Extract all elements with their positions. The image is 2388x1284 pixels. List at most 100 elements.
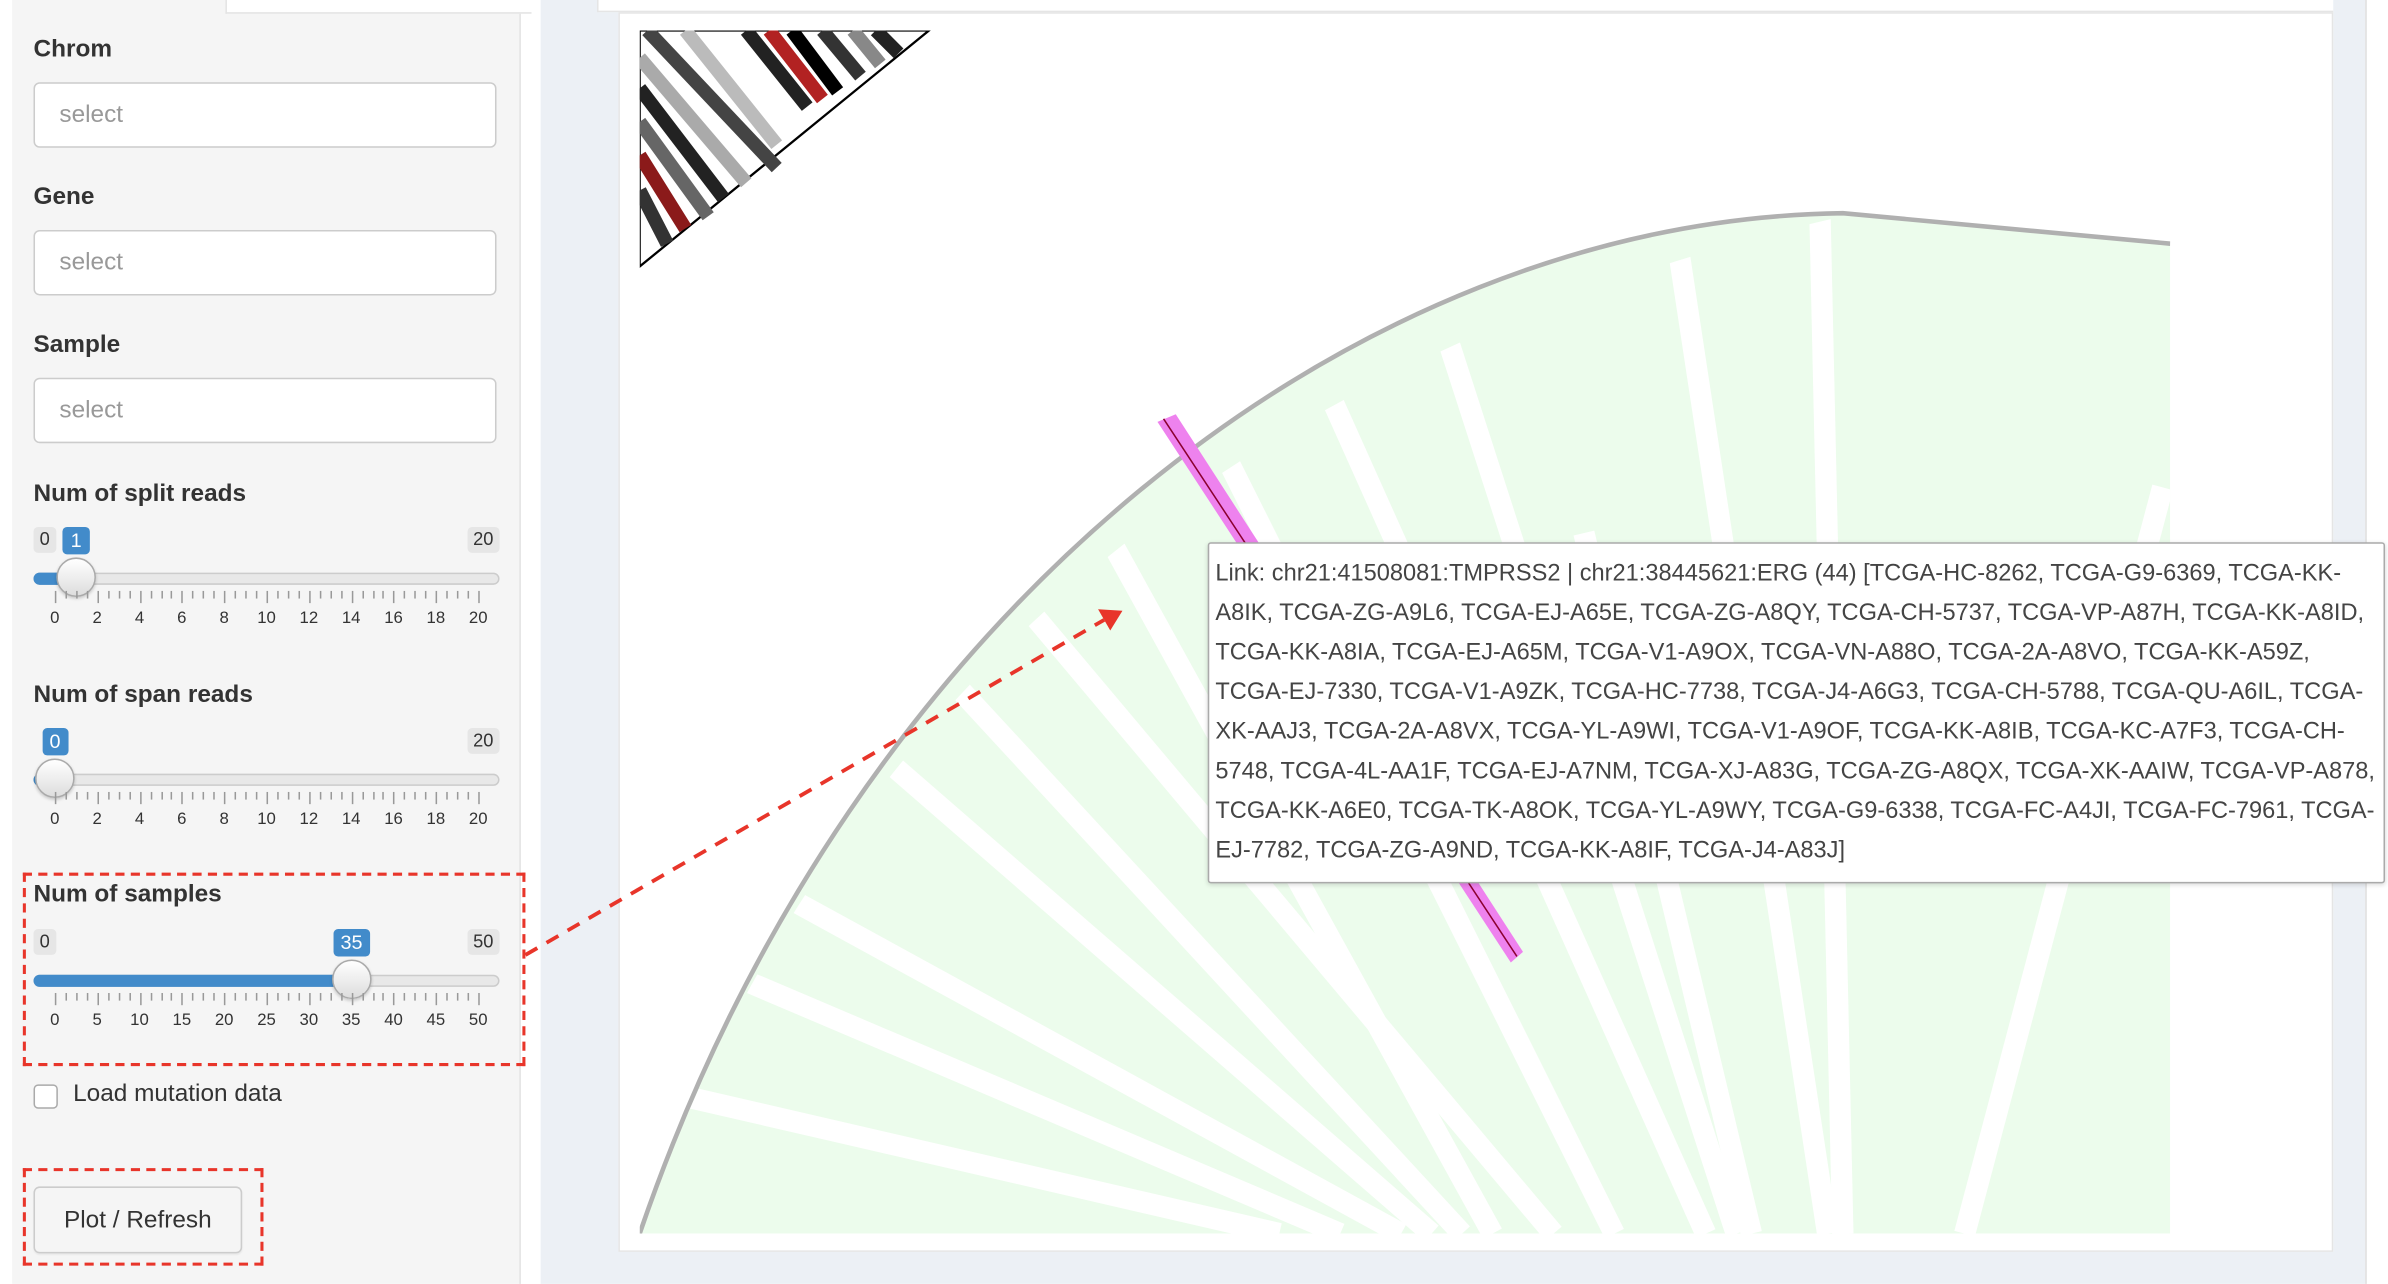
sidebar-tab-edge <box>225 0 532 14</box>
slider-tick-label: 20 <box>214 1011 234 1030</box>
slider-tick <box>319 992 321 1001</box>
slider-value: 1 <box>63 526 90 555</box>
main-tab-edge <box>597 0 2334 13</box>
slider-tick-label: 5 <box>92 1011 102 1030</box>
slider-tick <box>181 791 184 805</box>
slider-tick-label: 50 <box>468 1011 488 1030</box>
slider-tick <box>54 791 57 805</box>
slider-value: 35 <box>332 929 371 957</box>
slider-tick-label: 0 <box>50 609 60 628</box>
gene-select[interactable]: select <box>33 229 497 296</box>
slider-tick <box>192 791 194 800</box>
slider-tick <box>414 791 417 800</box>
slider-handle[interactable] <box>331 959 371 1000</box>
span-reads-slider[interactable]: 0 20 0 2 4 6 8 10 12 14 16 18 20 <box>33 727 500 835</box>
slider-tick-label: 12 <box>299 609 319 628</box>
slider-tick <box>414 590 417 599</box>
slider-tick <box>97 992 99 1006</box>
slider-tick <box>372 791 374 800</box>
annotation-arrow <box>524 609 1123 957</box>
slider-tick <box>97 590 99 604</box>
slider-tick <box>351 590 353 604</box>
slider-tick <box>139 992 142 1006</box>
slider-tick <box>382 590 385 599</box>
slider-track[interactable] <box>33 773 500 786</box>
slider-handle[interactable] <box>35 758 75 799</box>
sidebar <box>12 0 532 1284</box>
slider-tick <box>435 590 438 604</box>
slider-tick <box>203 992 205 1001</box>
num-samples-label: Num of samples <box>33 881 222 908</box>
slider-tick-label: 35 <box>341 1011 361 1030</box>
slider-tick <box>224 992 226 1006</box>
slider-tick-label: 0 <box>50 1011 60 1030</box>
num-samples-slider[interactable]: 0 35 50 0 5 10 15 20 25 30 35 40 45 50 <box>33 929 500 1036</box>
plot-refresh-button[interactable]: Plot / Refresh <box>33 1186 243 1254</box>
slider-max: 20 <box>467 727 500 754</box>
slider-tick <box>75 992 78 1001</box>
slider-tick <box>298 992 300 1001</box>
slider-tick <box>255 791 258 800</box>
slider-tick <box>107 590 110 599</box>
slider-ticks: 0 5 10 15 20 25 30 35 40 45 50 <box>34 990 500 1036</box>
slider-tick <box>171 791 173 800</box>
slider-tick <box>446 590 448 599</box>
slider-tick <box>351 791 353 805</box>
slider-tick <box>393 992 396 1006</box>
slider-tick <box>382 791 385 800</box>
slider-tick <box>192 590 194 599</box>
slider-tick-label: 15 <box>172 1011 192 1030</box>
slider-tick <box>65 791 67 800</box>
ideogram-corner <box>639 30 931 268</box>
slider-tick <box>203 590 205 599</box>
slider-min: 0 <box>33 526 56 553</box>
slider-tick <box>75 590 78 599</box>
slider-tick <box>393 791 396 805</box>
slider-track[interactable] <box>33 572 500 585</box>
slider-tick <box>128 992 131 1001</box>
slider-tick-label: 40 <box>384 1011 403 1030</box>
slider-tick <box>330 590 332 599</box>
slider-tick <box>435 992 438 1006</box>
load-mutation-checkbox[interactable] <box>33 1084 58 1109</box>
slider-tick <box>457 590 459 599</box>
sector-outline <box>639 210 2171 1234</box>
slider-tick <box>404 590 406 599</box>
slider-fill <box>33 974 352 987</box>
slider-tick <box>330 791 332 800</box>
slider-tick <box>340 590 343 599</box>
split-reads-slider[interactable]: 0 1 20 0 2 4 6 8 10 12 14 16 18 20 <box>33 526 500 634</box>
link-tooltip: Link: chr21:41508081:TMPRSS2 | chr21:384… <box>1207 542 2386 884</box>
slider-tick <box>457 791 459 800</box>
slider-tick <box>213 590 216 599</box>
chrom-label: Chrom <box>33 36 113 63</box>
slider-tick <box>65 590 67 599</box>
slider-tick <box>435 791 438 805</box>
slider-tick <box>213 791 216 800</box>
slider-tick <box>54 590 57 604</box>
slider-tick-label: 10 <box>130 1011 149 1030</box>
slider-tick <box>160 791 163 800</box>
slider-tick <box>414 992 417 1001</box>
slider-tick <box>404 791 406 800</box>
slider-tick <box>478 992 480 1006</box>
sample-select[interactable]: select <box>33 377 497 444</box>
slider-tick <box>107 992 110 1001</box>
slider-max: 20 <box>467 526 500 553</box>
slider-tick <box>425 992 427 1001</box>
slider-tick <box>118 992 120 1001</box>
chrom-select[interactable]: select <box>33 82 497 148</box>
slider-tick <box>150 791 152 800</box>
slider-value: 0 <box>41 727 69 756</box>
slider-tick <box>181 992 184 1006</box>
slider-tick <box>340 992 343 1001</box>
slider-tick <box>287 791 290 800</box>
slider-tick-label: 18 <box>426 810 446 829</box>
slider-tick <box>234 992 237 1001</box>
slider-tick <box>446 791 448 800</box>
slider-tick <box>86 590 89 599</box>
slider-min: 0 <box>33 929 56 955</box>
slider-tick-label: 25 <box>257 1011 276 1030</box>
slider-tick <box>118 791 120 800</box>
slider-tick-label: 4 <box>134 810 145 829</box>
